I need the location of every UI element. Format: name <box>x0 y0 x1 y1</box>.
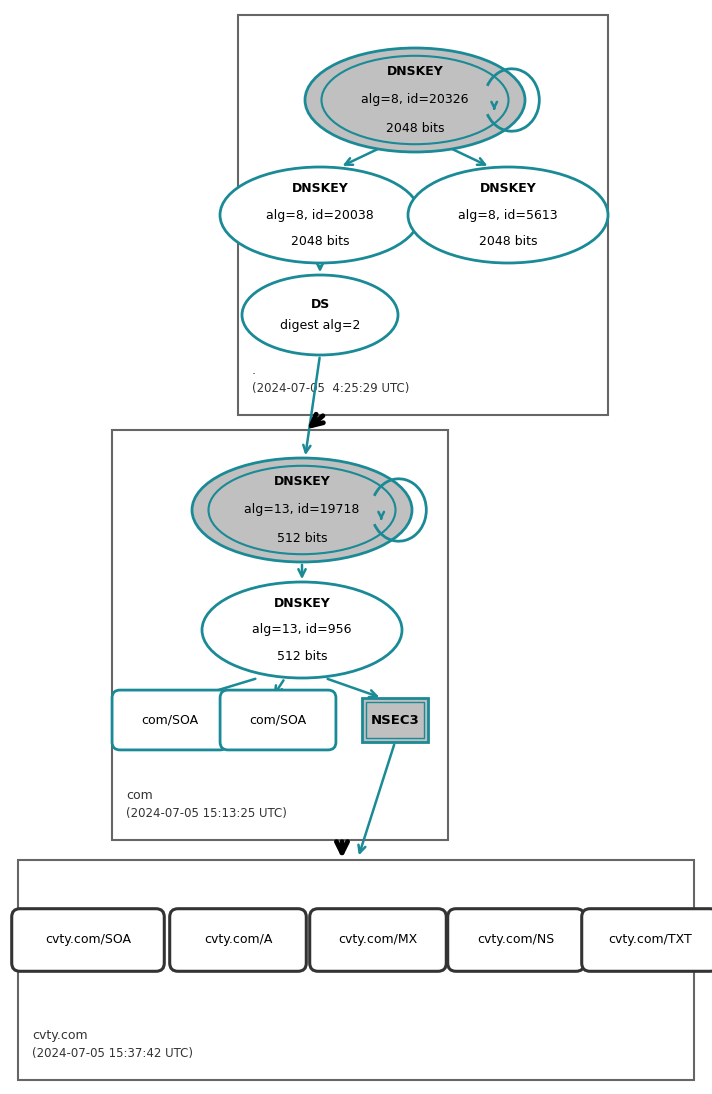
Ellipse shape <box>220 167 420 263</box>
Text: 2048 bits: 2048 bits <box>386 123 444 135</box>
Ellipse shape <box>305 48 525 152</box>
Bar <box>366 702 424 738</box>
FancyBboxPatch shape <box>582 909 712 971</box>
Text: cvty.com/NS: cvty.com/NS <box>477 933 555 946</box>
Text: .: . <box>252 364 256 377</box>
Bar <box>362 698 428 742</box>
Text: alg=8, id=5613: alg=8, id=5613 <box>459 209 557 221</box>
Text: DNSKEY: DNSKEY <box>273 475 330 488</box>
Text: (2024-07-05 15:37:42 UTC): (2024-07-05 15:37:42 UTC) <box>32 1047 193 1060</box>
Text: DNSKEY: DNSKEY <box>273 597 330 610</box>
Text: cvty.com/TXT: cvty.com/TXT <box>608 933 692 946</box>
Text: DS: DS <box>310 298 330 311</box>
FancyBboxPatch shape <box>448 909 585 971</box>
Bar <box>112 430 448 840</box>
Text: alg=13, id=19718: alg=13, id=19718 <box>244 503 360 516</box>
FancyBboxPatch shape <box>11 909 164 971</box>
Text: 512 bits: 512 bits <box>277 532 328 545</box>
Text: cvty.com/A: cvty.com/A <box>204 933 272 946</box>
Ellipse shape <box>242 275 398 354</box>
Text: alg=13, id=956: alg=13, id=956 <box>252 624 352 637</box>
Text: cvty.com/MX: cvty.com/MX <box>338 933 418 946</box>
Text: 2048 bits: 2048 bits <box>290 235 350 248</box>
Text: com: com <box>126 789 153 802</box>
Text: alg=8, id=20038: alg=8, id=20038 <box>266 209 374 221</box>
Text: (2024-07-05 15:13:25 UTC): (2024-07-05 15:13:25 UTC) <box>126 807 287 820</box>
Text: cvty.com: cvty.com <box>32 1029 88 1041</box>
Text: DNSKEY: DNSKEY <box>292 182 348 195</box>
Text: 512 bits: 512 bits <box>277 650 328 663</box>
FancyBboxPatch shape <box>112 690 228 749</box>
Text: com/SOA: com/SOA <box>142 713 199 726</box>
Text: com/SOA: com/SOA <box>249 713 307 726</box>
Ellipse shape <box>408 167 608 263</box>
Bar <box>238 15 608 415</box>
Ellipse shape <box>202 582 402 678</box>
Text: cvty.com/SOA: cvty.com/SOA <box>45 933 131 946</box>
Text: NSEC3: NSEC3 <box>371 713 419 726</box>
Text: DNSKEY: DNSKEY <box>387 65 444 78</box>
FancyBboxPatch shape <box>310 909 446 971</box>
FancyBboxPatch shape <box>220 690 336 749</box>
Text: DNSKEY: DNSKEY <box>480 182 536 195</box>
Text: (2024-07-05  4:25:29 UTC): (2024-07-05 4:25:29 UTC) <box>252 382 409 395</box>
Text: digest alg=2: digest alg=2 <box>280 319 360 333</box>
Bar <box>18 860 694 1080</box>
FancyBboxPatch shape <box>169 909 306 971</box>
Ellipse shape <box>192 458 412 562</box>
Text: 2048 bits: 2048 bits <box>478 235 538 248</box>
Text: alg=8, id=20326: alg=8, id=20326 <box>361 93 468 106</box>
